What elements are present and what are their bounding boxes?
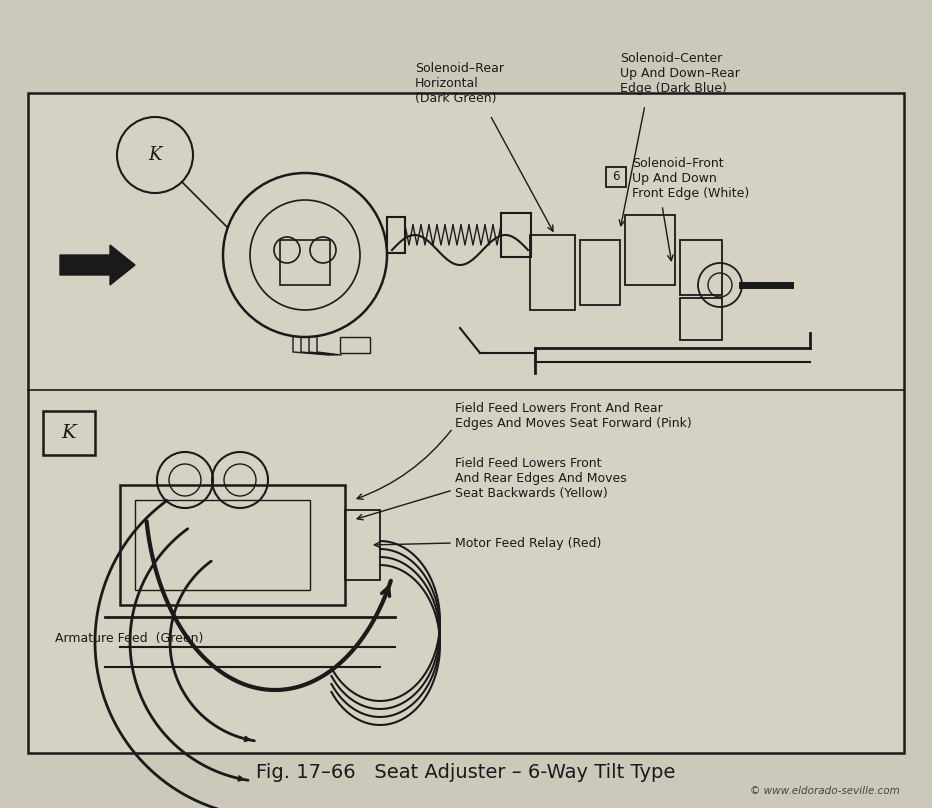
Text: Edge (Dark Blue): Edge (Dark Blue): [620, 82, 727, 95]
Text: (Dark Green): (Dark Green): [415, 92, 497, 105]
Circle shape: [223, 173, 387, 337]
Text: 6: 6: [612, 170, 620, 183]
Text: Solenoid–Rear: Solenoid–Rear: [415, 62, 504, 75]
Text: Armature Feed  (Green): Armature Feed (Green): [55, 632, 203, 645]
Text: Solenoid–Front: Solenoid–Front: [632, 157, 723, 170]
Text: Up And Down: Up And Down: [632, 172, 717, 185]
Text: Front Edge (White): Front Edge (White): [632, 187, 749, 200]
Text: Seat Backwards (Yellow): Seat Backwards (Yellow): [455, 487, 608, 500]
Circle shape: [310, 237, 336, 263]
Text: K: K: [62, 424, 76, 442]
Text: Solenoid–Center: Solenoid–Center: [620, 52, 722, 65]
Polygon shape: [60, 245, 135, 285]
Circle shape: [117, 117, 193, 193]
Text: Horizontal: Horizontal: [415, 77, 479, 90]
Text: And Rear Edges And Moves: And Rear Edges And Moves: [455, 472, 626, 485]
FancyBboxPatch shape: [28, 93, 904, 753]
Text: K: K: [148, 146, 162, 164]
Circle shape: [274, 237, 300, 263]
Text: Motor Feed Relay (Red): Motor Feed Relay (Red): [455, 537, 601, 550]
Text: © www.eldorado-seville.com: © www.eldorado-seville.com: [750, 786, 900, 796]
Circle shape: [250, 200, 360, 310]
Text: Field Feed Lowers Front And Rear: Field Feed Lowers Front And Rear: [455, 402, 663, 415]
Text: Up And Down–Rear: Up And Down–Rear: [620, 67, 740, 80]
Text: Field Feed Lowers Front: Field Feed Lowers Front: [455, 457, 601, 470]
Text: Edges And Moves Seat Forward (Pink): Edges And Moves Seat Forward (Pink): [455, 417, 692, 430]
Text: Fig. 17–66   Seat Adjuster – 6-Way Tilt Type: Fig. 17–66 Seat Adjuster – 6-Way Tilt Ty…: [256, 764, 676, 782]
